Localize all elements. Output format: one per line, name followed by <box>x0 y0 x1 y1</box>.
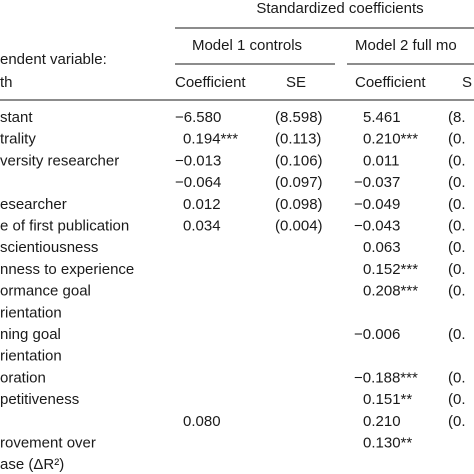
column-header: S <box>462 74 472 91</box>
coefficient: −0.006 <box>354 326 400 343</box>
standard-error: (0. <box>448 196 466 213</box>
coefficient: 0.210 <box>363 413 401 430</box>
coefficient: 0.152*** <box>363 261 418 278</box>
coefficient: 0.210*** <box>363 131 418 148</box>
column-header: SE <box>286 74 306 91</box>
standard-error: (0. <box>448 413 466 430</box>
coefficient: −0.037 <box>354 174 400 191</box>
row-label: ormance goal <box>0 283 91 300</box>
column-header: Coefficient <box>355 74 426 91</box>
model-header: Model 1 controls <box>192 37 302 54</box>
row-label: oration <box>0 369 46 386</box>
standard-error: (0. <box>448 391 466 408</box>
coefficient: 0.130** <box>363 434 412 451</box>
model-header: Model 2 full mo <box>355 37 457 54</box>
standard-error: (0. <box>448 174 466 191</box>
coefficient: 0.011 <box>363 152 399 169</box>
standard-error: (0. <box>448 326 466 343</box>
coefficient: 5.461 <box>363 109 401 126</box>
row-label: versity researcher <box>0 152 119 169</box>
row-label: rientation <box>0 348 62 365</box>
standard-error: (0. <box>448 283 466 300</box>
row-label: rientation <box>0 304 62 321</box>
standard-error: (0. <box>448 239 466 256</box>
column-header: Coefficient <box>175 74 246 91</box>
standard-error: (0. <box>448 261 466 278</box>
row-label: ning goal <box>0 326 61 343</box>
coefficient: 0.034 <box>183 217 221 234</box>
coefficient: −0.188*** <box>354 369 418 386</box>
coefficient: 0.194*** <box>183 131 238 148</box>
row-label: esearcher <box>0 196 67 213</box>
coefficient: 0.080 <box>183 413 221 430</box>
standard-error: (0. <box>448 131 466 148</box>
row-label: nness to experience <box>0 261 134 278</box>
coefficient: 0.012 <box>183 196 221 213</box>
coefficient: −0.049 <box>354 196 400 213</box>
standard-error: (8.598) <box>275 109 323 126</box>
standard-error: (0. <box>448 152 466 169</box>
row-label: petitiveness <box>0 391 79 408</box>
coefficient: −0.064 <box>175 174 221 191</box>
row-label: stant <box>0 109 33 126</box>
row-label: e of first publication <box>0 217 129 234</box>
standard-error: (8. <box>448 109 466 126</box>
row-label: trality <box>0 131 36 148</box>
stub-header: th <box>0 74 13 91</box>
row-label: rovement over <box>0 434 96 451</box>
coefficient: 0.063 <box>363 239 401 256</box>
coefficient: 0.151** <box>363 391 412 408</box>
standard-error: (0.098) <box>275 196 323 213</box>
standard-error: (0.106) <box>275 152 323 169</box>
standard-error: (0.097) <box>275 174 323 191</box>
group-header: Standardized coefficients <box>256 0 423 17</box>
standard-error: (0.004) <box>275 217 323 234</box>
coefficient: −0.043 <box>354 217 400 234</box>
standard-error: (0.113) <box>275 131 321 148</box>
standard-error: (0. <box>448 369 466 386</box>
standard-error: (0. <box>448 217 466 234</box>
row-label: ase (ΔR²) <box>0 456 64 473</box>
coefficient: 0.208*** <box>363 283 418 300</box>
coefficient: −6.580 <box>175 109 221 126</box>
coefficient: −0.013 <box>175 152 221 169</box>
row-label: scientiousness <box>0 239 98 256</box>
stub-header: endent variable: <box>0 51 107 68</box>
